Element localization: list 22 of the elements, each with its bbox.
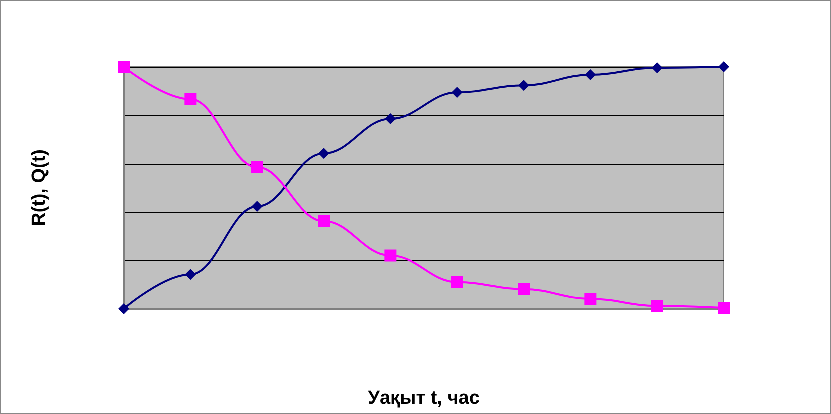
point [451, 276, 464, 288]
x-axis-title: Уақыт t, час [368, 388, 480, 409]
point [651, 300, 664, 312]
point [318, 148, 330, 160]
point [384, 250, 397, 262]
point [185, 269, 196, 280]
y-axis-title: R(t), Q(t) [29, 149, 50, 227]
point [652, 62, 663, 74]
point [385, 114, 396, 125]
point [118, 304, 130, 314]
point [252, 201, 263, 212]
point [518, 80, 530, 92]
point [452, 87, 463, 98]
point [184, 93, 197, 106]
point [118, 61, 130, 73]
point [585, 69, 596, 80]
point [251, 161, 264, 174]
point [718, 62, 730, 72]
point [518, 283, 530, 296]
point [718, 302, 730, 314]
point [584, 293, 597, 306]
point [318, 215, 330, 228]
